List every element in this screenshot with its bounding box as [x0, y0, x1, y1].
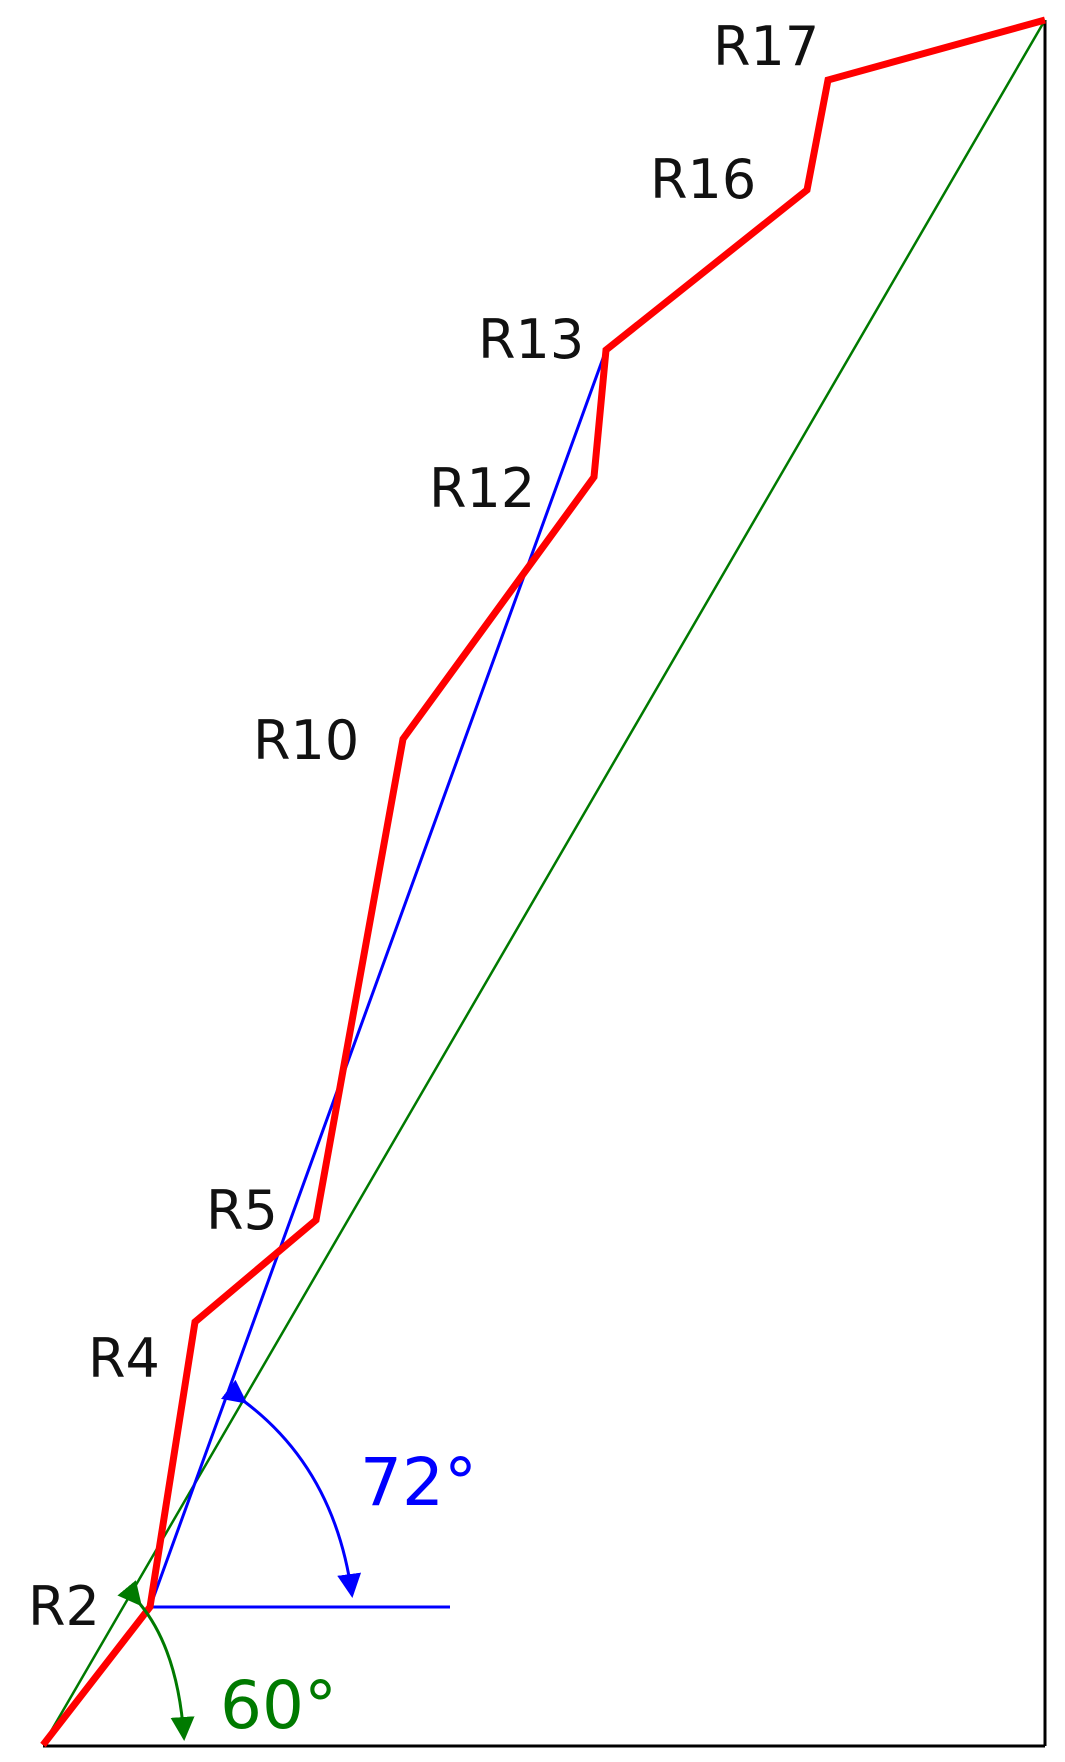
- green-diagonal-line: [41, 19, 1047, 1746]
- blue-trend-line: [148, 349, 608, 1608]
- label-r4: R4: [88, 1327, 160, 1390]
- label-r17: R17: [713, 15, 819, 78]
- label-r16: R16: [650, 148, 756, 211]
- label-r13: R13: [478, 308, 584, 371]
- angle-label-60: 60°: [220, 1667, 337, 1744]
- green-angle-arc: [117, 1580, 195, 1741]
- label-r10: R10: [253, 709, 359, 772]
- label-r2: R2: [28, 1575, 100, 1638]
- red-path: [40, 16, 1046, 1748]
- label-r12: R12: [429, 457, 535, 520]
- blue-angle-arc: [221, 1379, 362, 1598]
- label-r5: R5: [206, 1179, 278, 1242]
- angle-label-72: 72°: [360, 1444, 477, 1521]
